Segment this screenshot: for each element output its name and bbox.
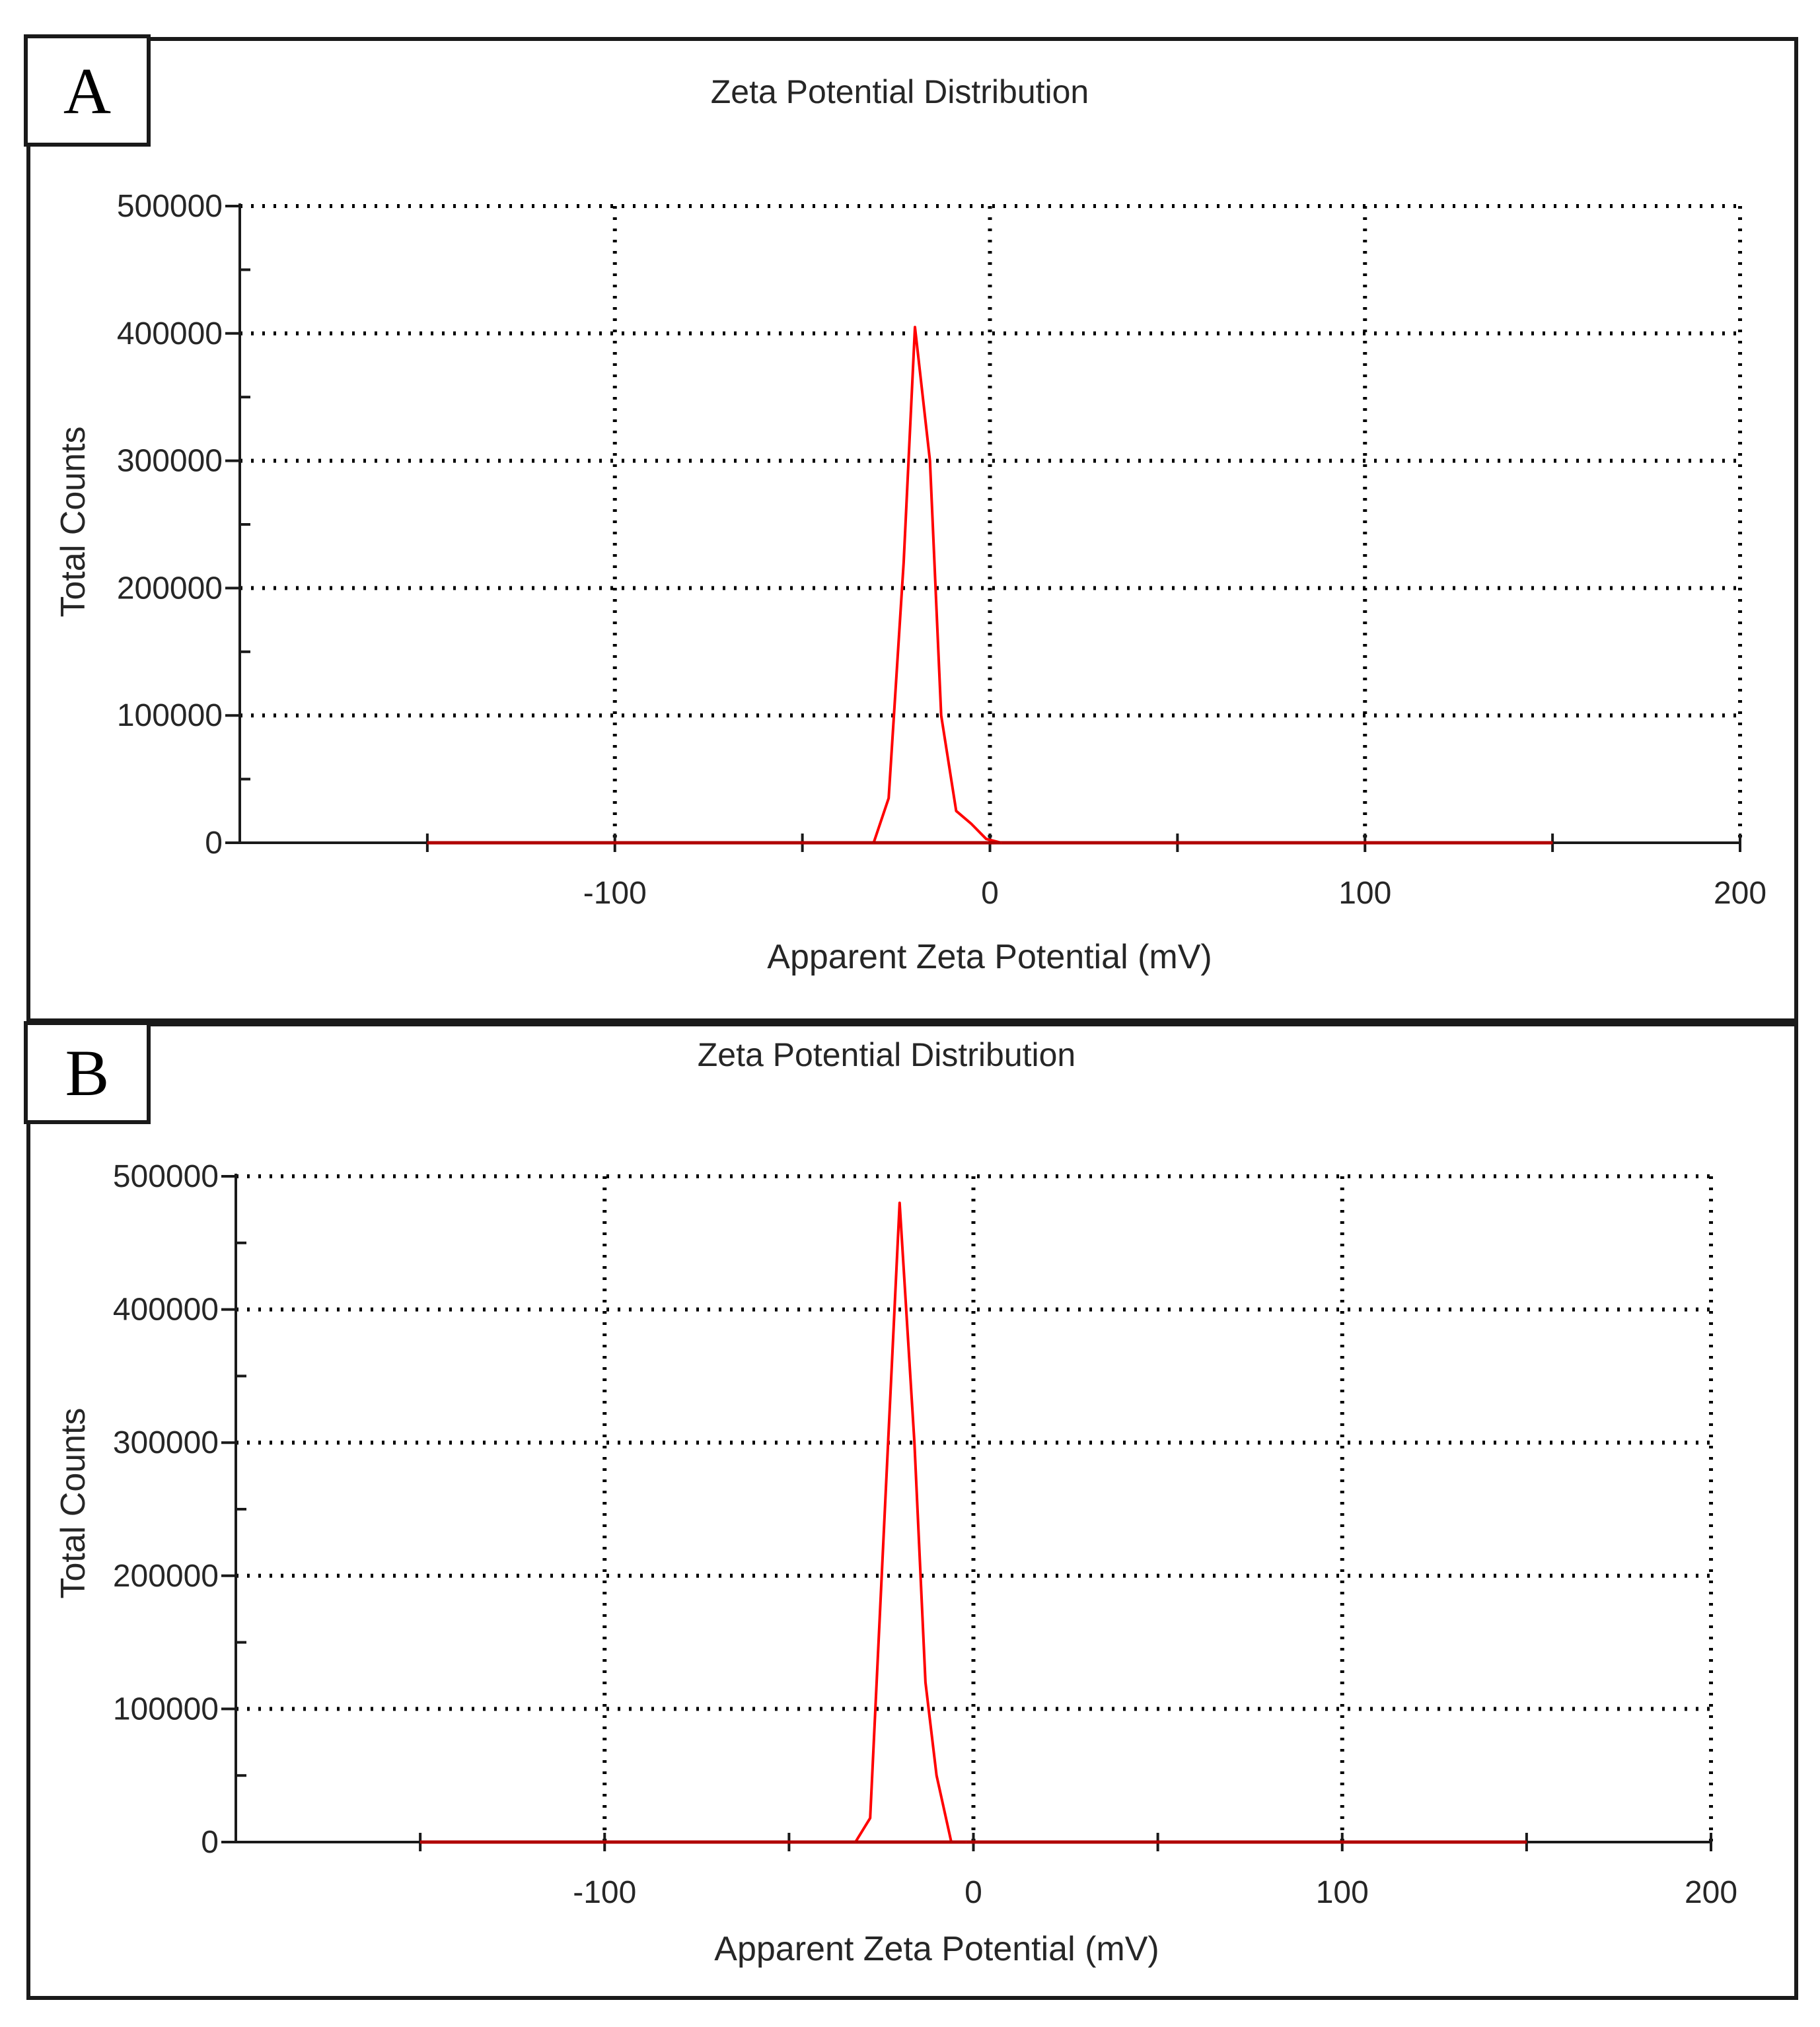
chart-a-ytick-label: 500000 xyxy=(117,189,223,224)
chart-b-ytick-label: 100000 xyxy=(113,1691,219,1726)
chart-b-data-point xyxy=(1526,1841,1527,1843)
chart-b-data-point xyxy=(951,1841,952,1843)
chart-a-series xyxy=(427,326,1553,845)
chart-b-ytick-label: 300000 xyxy=(113,1425,219,1460)
chart-b-xtick-label: 100 xyxy=(1316,1875,1369,1910)
chart-b-xtick-label: 0 xyxy=(965,1875,982,1910)
chart-a-ytick-label: 0 xyxy=(205,826,223,861)
panel-a-frame xyxy=(26,37,1798,1022)
chart-b-ytick-label: 400000 xyxy=(113,1293,219,1328)
panel-b-label: B xyxy=(24,1021,151,1124)
chart-b-title: Zeta Potential Distribution xyxy=(698,1036,1076,1073)
chart-b-tick-labels: -100 0 100 200 0 100000 200000 300000 400000 5000… xyxy=(113,1159,1737,1910)
chart-a-xlabel: Apparent Zeta Potential (mV) xyxy=(767,938,1212,976)
chart-b-xlabel: Apparent Zeta Potential (mV) xyxy=(714,1930,1159,1968)
chart-a-tick-labels: -100 0 100 200 0 100000 200000 300000 400000 5000… xyxy=(117,189,1766,911)
chart-b-series-line xyxy=(420,1201,1527,1843)
panel-a-label: A xyxy=(24,34,151,147)
chart-a-xtick-label: 200 xyxy=(1714,876,1766,911)
chart-a-data-point xyxy=(955,810,957,812)
chart-b-data-point xyxy=(1157,1841,1159,1843)
chart-b-ytick-label: 200000 xyxy=(113,1559,219,1594)
chart-b-ytick-label: 500000 xyxy=(113,1159,219,1194)
chart-b-ylabel: Total Counts xyxy=(54,1407,92,1598)
chart-a-ylabel: Total Counts xyxy=(54,426,92,617)
chart-b-data-point xyxy=(419,1841,421,1843)
chart-a-title: Zeta Potential Distribution xyxy=(711,73,1089,110)
chart-b-series xyxy=(419,1201,1527,1844)
chart-b-data-point xyxy=(914,1442,915,1443)
chart-a-xtick-label: 0 xyxy=(981,876,999,911)
chart-a-ytick-label: 200000 xyxy=(117,571,223,606)
chart-b-xtick-label: -100 xyxy=(573,1875,636,1910)
chart-a-data-point xyxy=(903,562,904,563)
chart-a-ytick-label: 300000 xyxy=(117,444,223,479)
chart-a-xtick-label: 100 xyxy=(1338,876,1391,911)
chart-b-xtick-label: 200 xyxy=(1685,1875,1737,1910)
chart-b-axes xyxy=(221,1174,1712,1851)
chart-b-grid xyxy=(236,1174,1713,1842)
chart-b-ytick-label: 0 xyxy=(201,1825,219,1860)
chart-b-data-point xyxy=(604,1841,605,1843)
chart-a-ytick-label: 100000 xyxy=(117,698,223,733)
chart-a-ytick-label: 400000 xyxy=(117,316,223,351)
panel-b-frame xyxy=(26,1022,1798,2000)
chart-a-data-point xyxy=(914,326,916,328)
chart-a-data-point xyxy=(929,460,931,462)
chart-a-xtick-label: -100 xyxy=(583,876,647,911)
chart-b-data-point xyxy=(936,1775,937,1776)
chart-b-data-point xyxy=(925,1682,926,1683)
